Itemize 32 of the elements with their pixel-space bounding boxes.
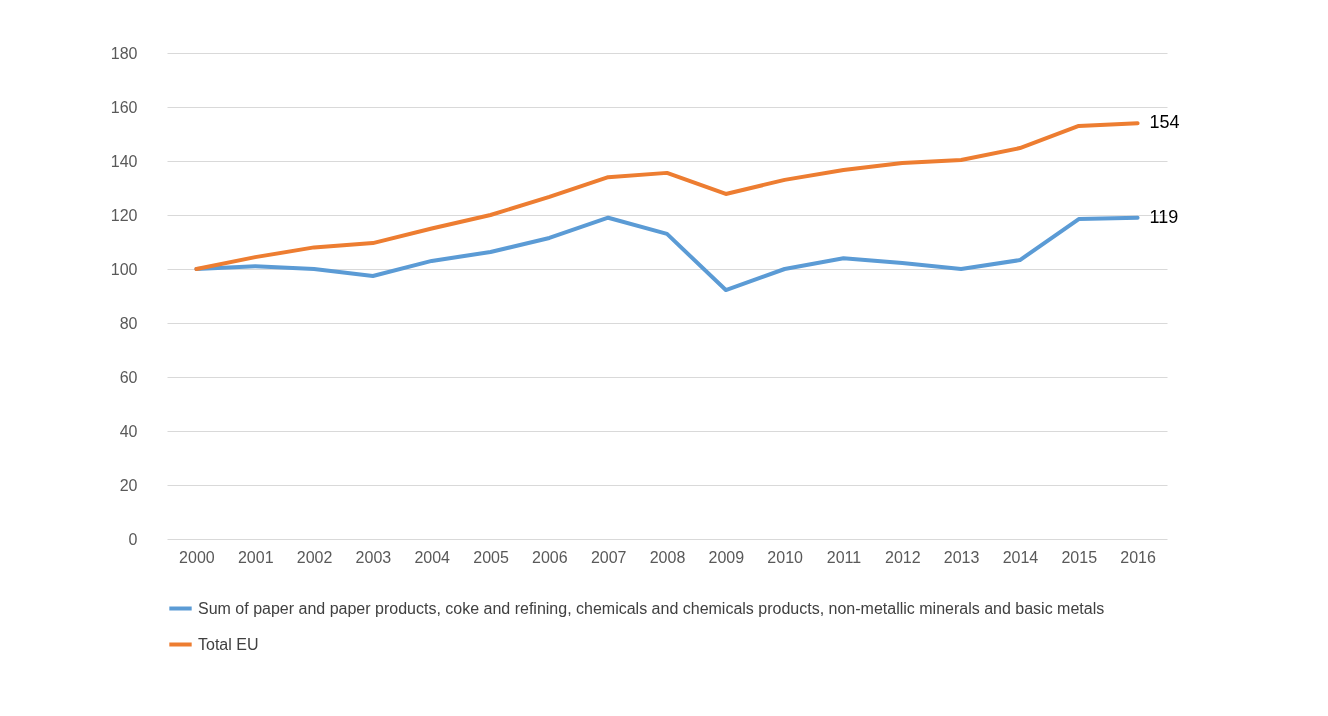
y-tick-label: 0	[128, 530, 138, 548]
x-tick-label: 2004	[414, 548, 451, 566]
y-tick-label: 60	[119, 368, 138, 386]
x-tick-label: 2000	[179, 548, 215, 566]
x-tick-label: 2012	[885, 548, 921, 566]
y-tick-label: 140	[110, 152, 138, 170]
x-tick-label: 2006	[532, 548, 568, 566]
y-tick-label: 20	[119, 476, 138, 494]
x-tick-label: 2002	[296, 548, 333, 566]
x-tick-label: 2007	[590, 548, 627, 566]
legend-label: Total EU	[198, 635, 259, 653]
annotation: 154	[1149, 112, 1180, 133]
x-tick-label: 2015	[1061, 548, 1098, 566]
y-tick-label: 120	[110, 206, 138, 224]
x-tick-label: 2009	[708, 548, 745, 566]
x-tick-label: 2008	[649, 548, 686, 566]
y-tick-label: 40	[119, 422, 138, 440]
x-tick-label: 2014	[1002, 548, 1039, 566]
y-tick-label: 160	[110, 98, 138, 116]
x-tick-label: 2013	[943, 548, 980, 566]
x-tick-label: 2005	[473, 548, 509, 566]
y-tick-label: 80	[119, 314, 138, 332]
x-tick-label: 2003	[355, 548, 392, 566]
y-tick-label: 100	[110, 260, 138, 278]
x-tick-label: 2011	[826, 548, 862, 566]
x-tick-label: 2010	[767, 548, 804, 566]
annotation: 119	[1149, 206, 1179, 227]
x-tick-label: 2001	[237, 548, 274, 566]
x-tick-label: 2016	[1120, 548, 1156, 566]
legend-label: Sum of paper and paper products, coke and refining, chemicals and chemicals products, non-metallic minerals and basic metals	[198, 599, 1105, 617]
line-series	[194, 121, 1140, 271]
y-tick-label: 180	[110, 44, 138, 62]
